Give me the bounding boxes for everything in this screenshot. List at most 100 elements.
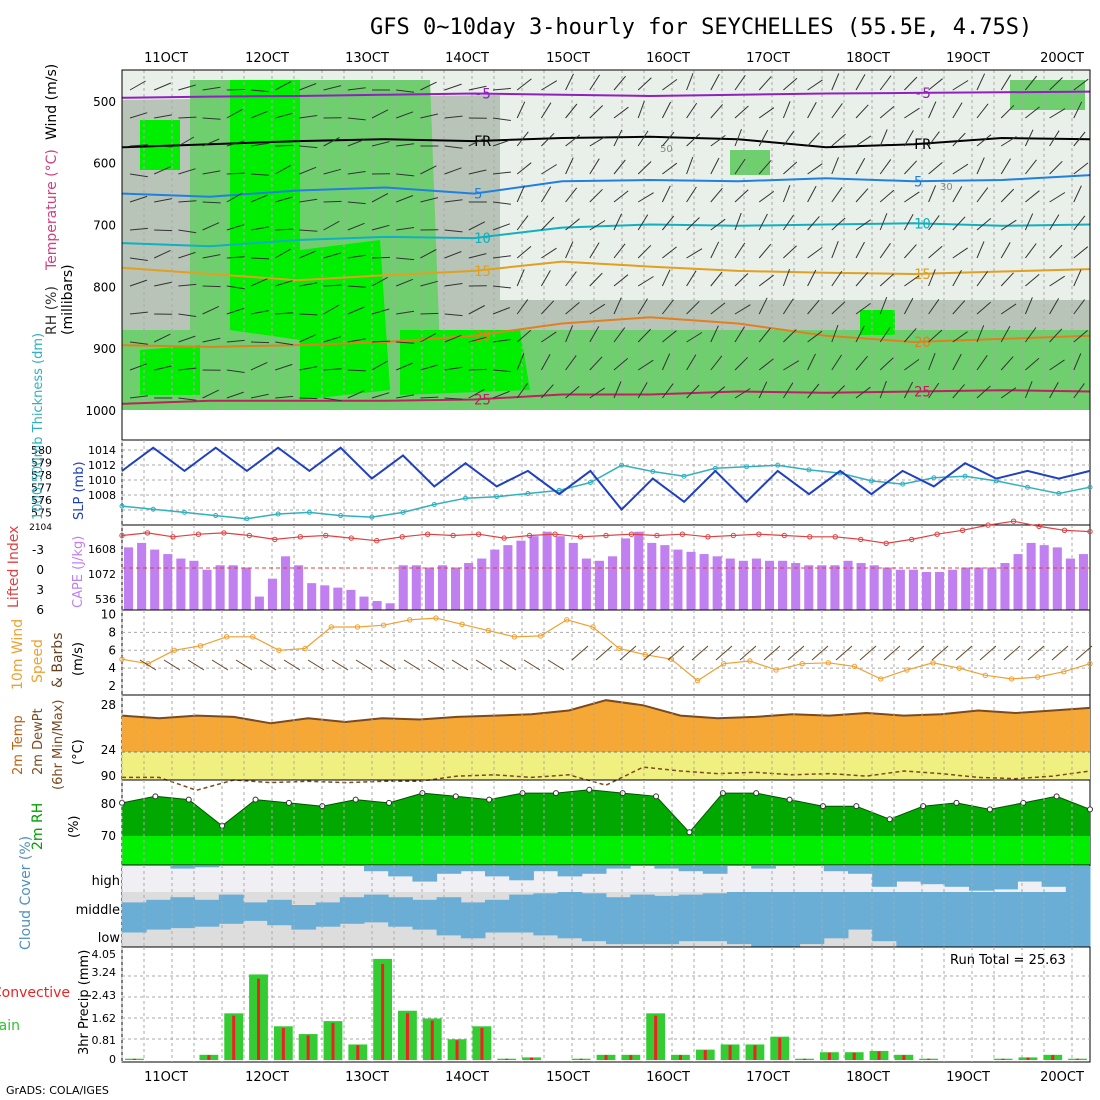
wind-barb xyxy=(613,327,626,343)
surface-wind-barb xyxy=(259,659,277,671)
cape-bar xyxy=(516,540,526,610)
cloud-mid-bar xyxy=(412,899,438,918)
cape-bar xyxy=(594,560,604,610)
wind-barb xyxy=(347,222,365,231)
wind-barb xyxy=(782,298,794,315)
cloud-axis-label: Cloud Cover (%) xyxy=(18,836,34,950)
wind-barb xyxy=(1049,382,1059,399)
thickness-marker xyxy=(1056,491,1062,497)
wind-barb xyxy=(1024,327,1037,343)
cloud-low-bar xyxy=(243,918,268,921)
rh-units: (%) xyxy=(67,816,82,839)
wind-barb xyxy=(783,161,798,175)
cape-bar xyxy=(385,603,395,610)
thickness-marker xyxy=(868,478,874,484)
wind-speed-marker xyxy=(485,627,491,634)
wind-barb xyxy=(879,380,887,399)
wind-barb xyxy=(1049,298,1060,315)
isotherm-label: FR xyxy=(474,134,491,150)
date-label-bottom: 16OCT xyxy=(646,1070,690,1085)
cape-bar xyxy=(634,531,644,610)
cloud-mid-bar xyxy=(170,897,196,918)
wind-barb xyxy=(129,257,148,261)
wind-barb xyxy=(710,325,719,343)
cape-bar xyxy=(1013,554,1023,610)
wind-barb xyxy=(710,386,726,399)
wind-barb xyxy=(153,166,171,175)
cape-bar xyxy=(451,567,461,610)
wind-barb xyxy=(879,213,888,231)
wind-barb xyxy=(613,129,623,147)
cloud-high-bar xyxy=(412,866,438,882)
wind-barb xyxy=(807,246,823,259)
wind-barb xyxy=(879,243,891,259)
convective-bar xyxy=(455,1040,459,1060)
li-marker xyxy=(424,531,431,537)
date-label-bottom: 17OCT xyxy=(746,1070,790,1085)
wind-speed-marker xyxy=(328,624,334,630)
cape-bar xyxy=(307,583,317,610)
wind-barb xyxy=(347,254,366,259)
wind-barb xyxy=(492,117,511,121)
convective-bar xyxy=(381,963,385,1060)
cloud-mid-bar xyxy=(194,899,220,918)
slp-line xyxy=(121,446,1091,511)
cloud-low-bar xyxy=(436,918,462,936)
wind-speed-marker xyxy=(590,624,596,630)
thickness-marker xyxy=(525,491,531,497)
cloud-mid-bar xyxy=(339,897,365,918)
li-line xyxy=(121,520,1091,544)
wind-barb xyxy=(1000,242,1011,259)
wind-barb xyxy=(444,366,463,371)
wind-barb xyxy=(855,135,872,147)
wind-barb xyxy=(782,131,795,147)
date-label-bottom: 18OCT xyxy=(846,1070,890,1085)
wind-barb xyxy=(565,271,577,287)
wind-barb xyxy=(807,132,820,147)
rh-zone xyxy=(730,150,770,175)
rh-marker xyxy=(486,796,493,803)
wind-barb xyxy=(952,247,968,259)
cloud-low-bar xyxy=(388,918,413,927)
wind-barb xyxy=(444,229,463,233)
wind-barb xyxy=(1000,104,1015,119)
thickness-marker xyxy=(150,506,156,512)
wind-barb xyxy=(299,334,317,343)
thickness-marker xyxy=(556,487,562,493)
thickness-tick: 2104 xyxy=(29,523,52,533)
cloud-mid-bar xyxy=(122,902,147,918)
convective-bar xyxy=(678,1055,682,1060)
wind-barb xyxy=(202,305,220,315)
rh-marker xyxy=(352,796,359,803)
wind-barb xyxy=(928,215,940,231)
wind-barb xyxy=(662,330,677,343)
wind-barb xyxy=(1073,101,1083,119)
cloud-high-bar xyxy=(702,866,728,874)
wind-barb xyxy=(226,339,245,343)
cloud-mid-bar xyxy=(533,893,559,918)
wind-barb xyxy=(928,269,936,287)
li-marker xyxy=(705,534,711,540)
wind-barb xyxy=(710,134,726,147)
surface-wind-barb xyxy=(139,659,157,671)
wind-barb xyxy=(662,299,674,315)
wind-barb xyxy=(468,253,487,259)
wind-barb xyxy=(516,185,525,203)
date-label-top: 13OCT xyxy=(345,51,389,66)
li-marker xyxy=(526,532,533,539)
cape-bar xyxy=(817,565,827,610)
wind-barb xyxy=(420,396,439,399)
wind-barb xyxy=(371,193,389,203)
wind-barb xyxy=(1049,359,1065,371)
wind-barb xyxy=(468,137,486,147)
cape-bar xyxy=(346,589,356,610)
wind-barb xyxy=(613,358,629,371)
wind-barb xyxy=(129,144,149,147)
isotherm-label: 5 xyxy=(914,174,922,190)
isotherm-label: 25 xyxy=(474,392,491,408)
isotherm-label: 10 xyxy=(474,231,491,247)
wind-barb xyxy=(589,242,600,259)
cloud-low-bar xyxy=(122,918,147,933)
wind-barb xyxy=(783,329,797,343)
wind-barb xyxy=(323,336,341,343)
